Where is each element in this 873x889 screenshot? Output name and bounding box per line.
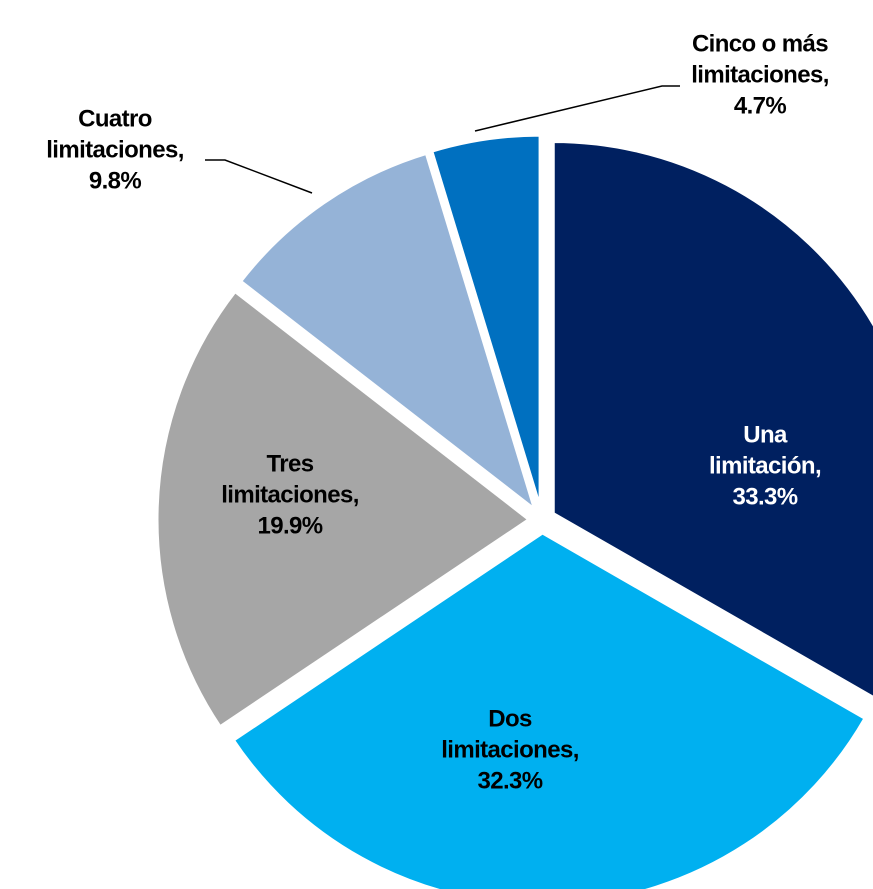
leader-line [474, 85, 680, 132]
category-label: Tres limitaciones, [221, 450, 359, 509]
category-label: Una limitación, [708, 421, 822, 480]
slices [155, 133, 873, 889]
slice-label: Una limitación, 33.3% [685, 420, 845, 513]
category-label: Cuatro limitaciones, [46, 105, 184, 164]
pie-slice [231, 531, 868, 889]
leader-line [205, 159, 313, 194]
category-label: Cinco o más limitaciones, [691, 30, 829, 89]
value-label: 32.3% [477, 767, 543, 795]
pie-slice [155, 289, 532, 729]
value-label: 4.7% [733, 92, 787, 120]
slice-label: Dos limitaciones, 32.3% [430, 704, 590, 797]
value-label: 9.8% [88, 167, 142, 195]
pie-slice [429, 133, 542, 508]
value-label: 19.9% [257, 512, 323, 540]
slice-label: Cinco o más limitaciones, 4.7% [680, 29, 840, 122]
pie-slice [238, 151, 538, 514]
pie-slice [551, 139, 873, 699]
slice-label: Tres limitaciones, 19.9% [210, 449, 370, 542]
category-label: Dos limitaciones, [441, 705, 579, 764]
value-label: 33.3% [732, 483, 798, 511]
slice-label: Cuatro limitaciones, 9.8% [35, 104, 195, 197]
